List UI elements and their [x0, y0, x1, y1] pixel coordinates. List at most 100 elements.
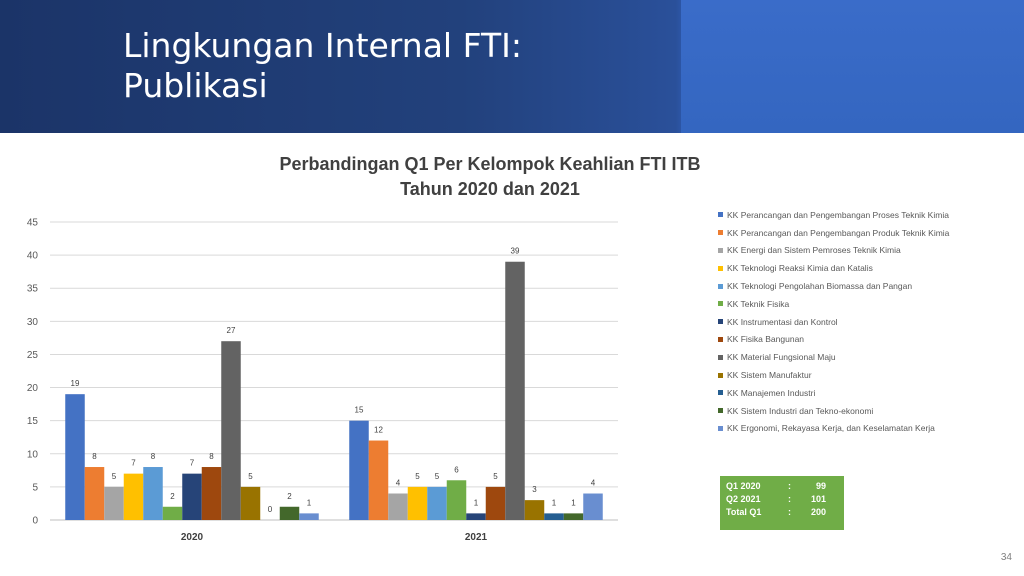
legend-swatch — [718, 390, 723, 396]
bar — [544, 513, 564, 520]
x-category-label: 2020 — [181, 532, 204, 543]
summary-value: 200 — [810, 507, 826, 517]
legend-swatch — [718, 336, 723, 342]
summary-box: Q1 2020 : 99 Q2 2021 : 101 Total Q1 : 20… — [720, 476, 844, 530]
legend-label: KK Manajemen Industri — [727, 387, 816, 398]
summary-value: 101 — [810, 494, 826, 504]
legend-label: KK Sistem Manufaktur — [727, 370, 812, 381]
summary-row: Total Q1 : 200 — [726, 506, 838, 519]
bar — [143, 467, 163, 520]
bar — [182, 473, 202, 520]
data-label: 19 — [71, 379, 80, 388]
bar — [201, 467, 222, 520]
legend-item: KK Fisika Bangunan — [718, 331, 1018, 349]
legend-label: KK Sistem Industri dan Tekno-ekonomi — [727, 405, 874, 416]
bar — [349, 420, 369, 520]
legend-item: KK Perancangan dan Pengembangan Proses T… — [718, 206, 1018, 224]
y-tick-label: 20 — [27, 383, 39, 394]
y-tick-label: 40 — [27, 251, 39, 262]
legend-swatch — [718, 354, 723, 360]
legend-item: KK Energi dan Sistem Pemroses Teknik Kim… — [718, 242, 1018, 260]
data-label: 5 — [435, 472, 440, 481]
summary-value: 99 — [815, 481, 826, 491]
data-label: 27 — [227, 326, 236, 335]
summary-separator: : — [788, 481, 791, 491]
bar — [240, 486, 261, 520]
legend-swatch — [718, 319, 723, 325]
data-label: 4 — [591, 479, 596, 488]
summary-label: Q2 2021 — [726, 494, 761, 504]
summary-separator: : — [788, 494, 791, 504]
header-accent-panel — [681, 0, 1024, 133]
legend-swatch — [718, 283, 723, 289]
bar — [524, 500, 545, 520]
data-label: 5 — [248, 472, 253, 481]
summary-label: Total Q1 — [726, 507, 762, 517]
data-label: 7 — [190, 459, 195, 468]
data-label: 8 — [151, 452, 156, 461]
data-label: 15 — [355, 406, 364, 415]
bar — [388, 493, 408, 520]
data-label: 5 — [112, 472, 117, 481]
legend-label: KK Teknologi Pengolahan Biomassa dan Pan… — [727, 281, 913, 292]
chart-title-line1: Perbandingan Q1 Per Kelompok Keahlian FT… — [279, 154, 701, 174]
summary-separator: : — [788, 507, 791, 517]
legend-label: KK Energi dan Sistem Pemroses Teknik Kim… — [727, 245, 901, 256]
legend-item: KK Sistem Industri dan Tekno-ekonomi — [718, 402, 1018, 420]
data-label: 12 — [374, 426, 383, 435]
y-tick-label: 25 — [27, 350, 39, 361]
legend-swatch — [718, 301, 723, 307]
bar — [583, 493, 603, 520]
legend-label: KK Fisika Bangunan — [727, 334, 805, 345]
bar — [427, 486, 447, 520]
legend-item: KK Instrumentasi dan Kontrol — [718, 313, 1018, 331]
bar — [123, 473, 144, 520]
legend-item: KK Material Fungsional Maju — [718, 348, 1018, 366]
data-label: 39 — [511, 247, 520, 256]
summary-row: Q2 2021 : 101 — [726, 493, 838, 506]
data-label: 5 — [493, 472, 498, 481]
data-label: 1 — [474, 498, 479, 507]
data-label: 7 — [131, 459, 136, 468]
y-tick-label: 35 — [27, 284, 39, 295]
bar — [563, 513, 584, 520]
legend-swatch — [718, 265, 723, 271]
data-label: 0 — [268, 505, 273, 514]
legend-label: KK Teknologi Reaksi Kimia dan Katalis — [727, 263, 873, 274]
legend-label: KK Teknik Fisika — [727, 298, 790, 309]
bar — [104, 486, 124, 520]
data-label: 1 — [552, 498, 557, 507]
slide-title-line1: Lingkungan Internal FTI: — [123, 26, 522, 65]
bar — [446, 480, 467, 520]
bar — [485, 486, 506, 520]
y-tick-label: 10 — [27, 449, 39, 460]
summary-label: Q1 2020 — [726, 481, 761, 491]
data-label: 8 — [92, 452, 97, 461]
legend-label: KK Perancangan dan Pengembangan Proses T… — [727, 209, 949, 220]
chart-title-line2: Tahun 2020 dan 2021 — [400, 179, 580, 199]
legend-label: KK Ergonomi, Rekayasa Kerja, dan Keselam… — [727, 423, 935, 434]
legend-item: KK Teknologi Pengolahan Biomassa dan Pan… — [718, 277, 1018, 295]
page-number: 34 — [1000, 552, 1012, 563]
y-tick-label: 0 — [32, 516, 38, 527]
header-banner: Lingkungan Internal FTI: Publikasi — [0, 0, 1024, 133]
bar — [299, 513, 319, 520]
y-tick-label: 30 — [27, 317, 39, 328]
bar — [466, 513, 486, 520]
legend-swatch — [718, 425, 723, 431]
slide-title: Lingkungan Internal FTI: Publikasi — [123, 26, 522, 106]
bar — [65, 394, 85, 520]
data-label: 8 — [209, 452, 214, 461]
y-tick-label: 15 — [27, 416, 39, 427]
data-label: 1 — [571, 498, 576, 507]
legend-item: KK Teknik Fisika — [718, 295, 1018, 313]
legend-item: KK Manajemen Industri — [718, 384, 1018, 402]
data-label: 2 — [287, 492, 292, 501]
data-label: 5 — [415, 472, 420, 481]
data-label: 3 — [532, 485, 537, 494]
bar — [84, 467, 105, 520]
bar — [505, 261, 525, 520]
legend-swatch — [718, 408, 723, 414]
y-tick-label: 5 — [32, 482, 38, 493]
